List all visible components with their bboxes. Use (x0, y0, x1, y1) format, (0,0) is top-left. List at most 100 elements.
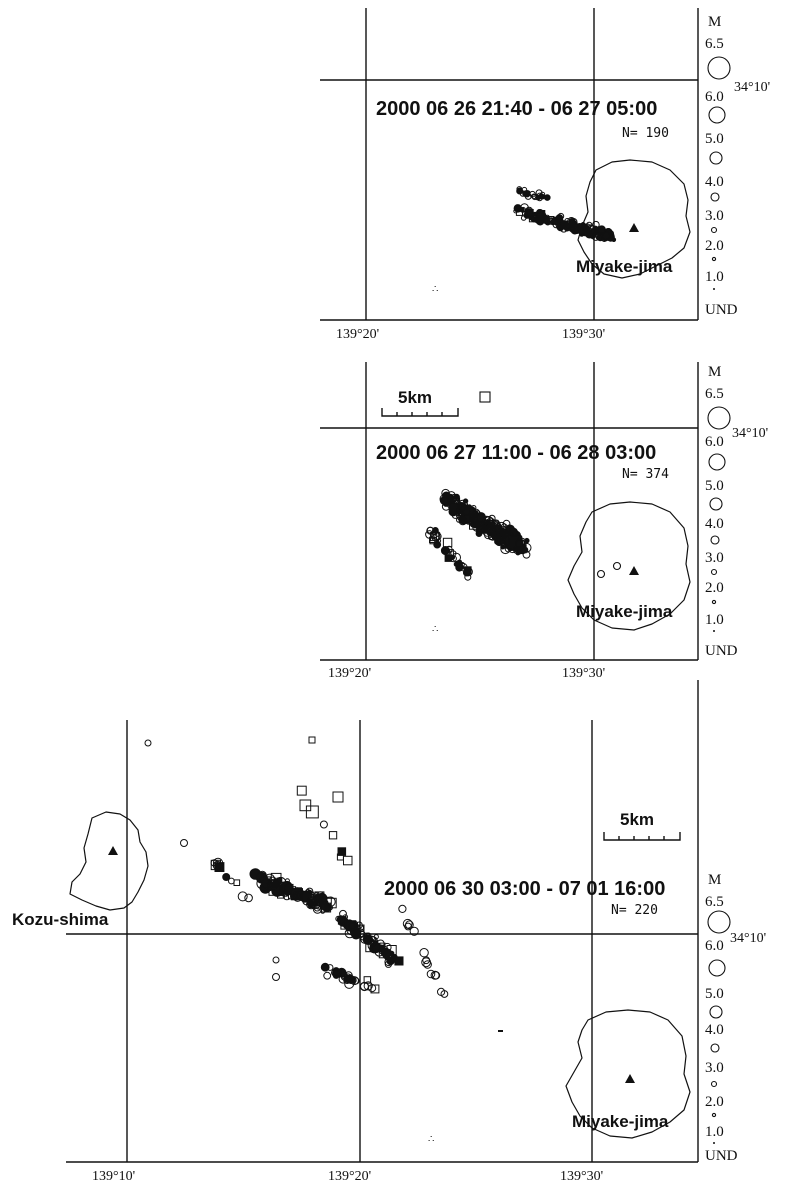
hypocenter-marker (463, 566, 472, 575)
panel-2-legend-1-0: 1.0 (705, 612, 724, 628)
panel-2-miyake-jima-coastline (567, 501, 691, 631)
hypocenter-marker (296, 785, 307, 796)
hypocenter-marker (357, 924, 364, 931)
panel-3-scale-label: 5km (620, 810, 654, 829)
hypocenter-marker (394, 956, 404, 966)
panel-2-island-event (612, 561, 622, 571)
hypocenter-marker (555, 214, 564, 222)
hypocenter-marker (483, 523, 492, 532)
hypocenter-marker (513, 208, 518, 214)
panel-1: 2000 06 26 21:40 - 06 27 05:00 N= 190 Mi… (320, 8, 770, 342)
panel-3-scale-bar: 5km (603, 810, 681, 841)
panel-3-lon-tick-139-30: 139°30' (560, 1169, 603, 1184)
panel-2-island-event (596, 569, 606, 579)
panel-3-lon-tick-139-20: 139°20' (328, 1169, 371, 1184)
panel-2-isolated-event: ∴ (432, 624, 438, 635)
hypocenter-marker (536, 194, 543, 202)
panel-3-legend-circle-5-0 (709, 1005, 723, 1019)
panel-3-kozu-summit-triangle (108, 846, 118, 855)
hypocenter-marker (590, 228, 596, 234)
panel-1-legend-6-0: 6.0 (705, 89, 724, 105)
hypocenter-marker (323, 971, 332, 980)
panel-3-kozu-shima-coastline (69, 811, 149, 911)
panel-2-scale-bar: 5km (381, 388, 459, 417)
hypocenter-marker (458, 516, 468, 526)
hypocenter-marker (440, 990, 449, 998)
panel-1-legend-5-0: 5.0 (705, 131, 724, 147)
hypocenter-marker (535, 212, 544, 221)
hypocenter-marker (524, 192, 532, 200)
panel-2-legend-6-0: 6.0 (705, 434, 724, 450)
hypocenter-marker (268, 878, 280, 890)
hypocenter-marker (515, 539, 524, 548)
hypocenter-marker (327, 905, 333, 911)
panel-1-legend-m: M (708, 14, 721, 30)
panel-1-isolated-event: ∴ (432, 284, 438, 295)
hypocenter-marker (597, 225, 606, 234)
hypocenter-marker (244, 893, 253, 903)
hypocenter-marker (476, 513, 486, 523)
panel-1-legend-6-5: 6.5 (705, 36, 724, 52)
panel-1-legend-1-0: 1.0 (705, 269, 724, 285)
hypocenter-marker (451, 511, 459, 519)
hypocenter-marker (482, 515, 491, 524)
hypocenter-marker (306, 899, 317, 910)
panel-3-legend-4-0: 4.0 (705, 1022, 724, 1038)
hypocenter-marker (560, 221, 565, 226)
hypocenter-marker (475, 530, 483, 537)
panel-3-isolated-event: ∴ (428, 1134, 434, 1145)
panel-1-magnitude-legend: M 6.5 6.0 5.0 4.0 3.0 2.0 1.0 UND (705, 14, 738, 318)
hypocenter-marker (448, 502, 459, 513)
panel-1-lat-label: 34°10' (734, 80, 770, 95)
panel-3-isolated-event (498, 1030, 503, 1032)
panel-2-legend-4-0: 4.0 (705, 516, 724, 532)
panel-1-legend-circle-5-0 (709, 151, 723, 165)
panel-1-legend-circle-6-5 (707, 56, 731, 80)
panel-2-lon-tick-139-20: 139°20' (328, 666, 371, 681)
hypocenter-marker (367, 935, 377, 945)
hypocenter-marker (270, 872, 282, 884)
hypocenter-marker (383, 952, 393, 961)
panel-2-scale-line (381, 408, 459, 417)
panel-1-legend-3-0: 3.0 (705, 208, 724, 224)
panel-3-kozu-shima-label: Kozu-shima (12, 910, 109, 929)
hypocenter-marker (430, 970, 440, 980)
panel-3-hypocenter-cluster (144, 736, 449, 998)
hypocenter-marker (328, 831, 338, 840)
hypocenter-marker (268, 876, 277, 885)
hypocenter-marker (500, 544, 506, 550)
hypocenter-marker (336, 853, 344, 861)
panel-3-legend-2-0: 2.0 (705, 1094, 724, 1110)
panel-3-miyake-summit-triangle (625, 1074, 635, 1083)
hypocenter-marker (398, 904, 407, 914)
panel-3-legend-3-0: 3.0 (705, 1060, 724, 1076)
panel-1-summit-triangle (629, 223, 639, 232)
panel-1-legend-4-0: 4.0 (705, 174, 724, 190)
hypocenter-marker (488, 514, 496, 522)
panel-3-lon-tick-139-10: 139°10' (92, 1169, 135, 1184)
panel-2-period-title: 2000 06 27 11:00 - 06 28 03:00 (376, 442, 656, 464)
panel-2-miyake-jima-label: Miyake-jima (576, 602, 673, 621)
hypocenter-marker (299, 799, 312, 812)
hypocenter-marker (429, 536, 436, 543)
hypocenter-marker (442, 537, 453, 548)
hypocenter-marker (492, 521, 502, 531)
panel-3-legend-6-0: 6.0 (705, 938, 724, 954)
hypocenter-marker (308, 736, 316, 744)
hypocenter-marker (292, 892, 299, 899)
hypocenter-marker (272, 973, 280, 981)
panel-2-scale-label: 5km (398, 388, 432, 407)
panel-2-legend-circle-6-5 (707, 406, 731, 430)
panel-1-legend-circle-2-0 (711, 256, 717, 262)
panel-1-miyake-jima-coastline (577, 159, 691, 279)
panel-2-legend-dot-1-0 (713, 630, 715, 632)
panel-3-legend-m: M (708, 872, 721, 888)
hypocenter-marker (462, 508, 471, 516)
panel-2-legend-m: M (708, 364, 721, 380)
hypocenter-marker (570, 226, 575, 231)
hypocenter-marker (339, 918, 348, 927)
hypocenter-marker (581, 223, 586, 229)
panel-2-legend-circle-3-0 (710, 568, 718, 576)
panel-1-lon-tick-139-30: 139°30' (562, 327, 605, 342)
hypocenter-marker (337, 847, 347, 856)
